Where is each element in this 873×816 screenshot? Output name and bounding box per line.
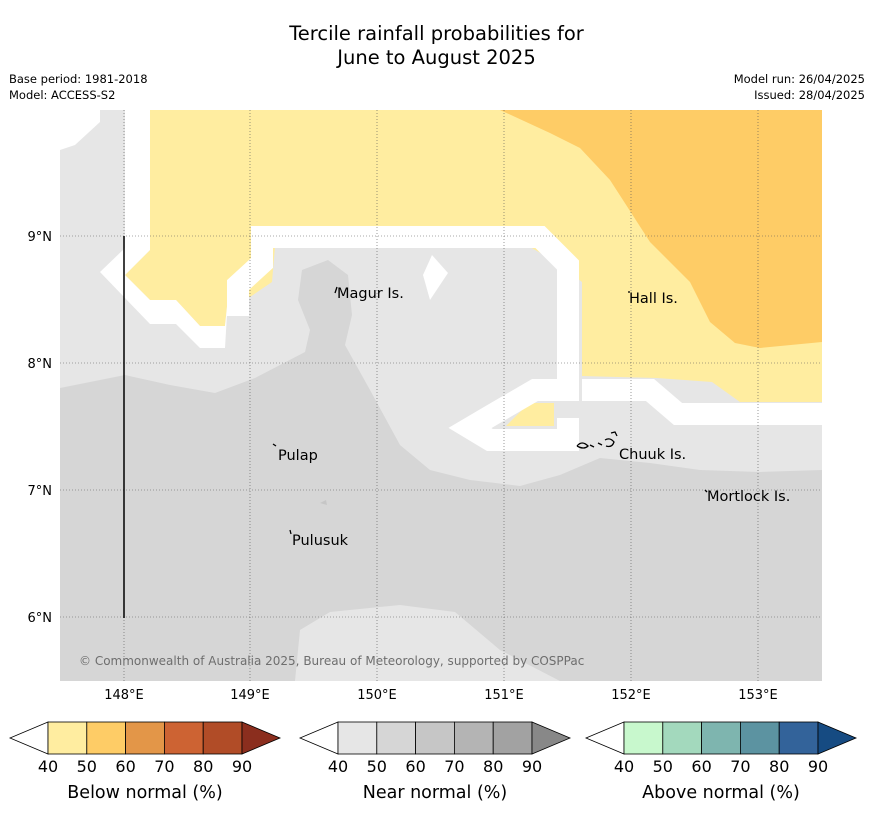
place-label-hall: Hall Is. [629, 291, 678, 307]
white-band-west [100, 248, 228, 348]
colorbar-above-label: Above normal (%) [642, 783, 800, 803]
lon-tick-153e: 153°E [738, 688, 778, 703]
colorbar-below-segment-60 [125, 721, 165, 755]
colorbar-near: 40 50 60 70 80 90 Near normal (%) [298, 721, 572, 803]
longitude-axis: 148°E 149°E 150°E 151°E 152°E 153°E [104, 688, 778, 703]
colorbar-above-tick-50: 50 [653, 757, 673, 776]
colorbar-near-segment-40 [337, 721, 378, 755]
place-label-mortlock: Mortlock Is. [707, 489, 790, 505]
meta-left: Base period: 1981-2018 Model: ACCESS-S2 [9, 71, 148, 103]
colorbar-above-over-arrow [817, 721, 858, 755]
colorbar-near-segment-70 [453, 721, 494, 755]
chuuk-lagoon-islands [576, 431, 618, 449]
lon-tick-152e: 152°E [611, 688, 651, 703]
lon-tick-149e: 149°E [230, 688, 270, 703]
colorbar-below-label: Below normal (%) [67, 783, 222, 803]
meta-right: Model run: 26/04/2025 Issued: 28/04/2025 [734, 71, 865, 103]
colorbar-above-under-arrow [584, 721, 625, 755]
colorbar-below-segment-80 [202, 721, 243, 755]
colorbar-below-over-arrow [241, 721, 282, 755]
model-name: Model: ACCESS-S2 [9, 88, 116, 102]
latitude-axis: 9°N 8°N 7°N 6°N [28, 230, 53, 626]
near-normal-50-60-region [60, 260, 822, 681]
chart-title: Tercile rainfall probabilities for June … [0, 22, 873, 70]
colorbar-near-tick-80: 80 [483, 757, 503, 776]
pulap-island-marker [272, 443, 277, 447]
colorbar-below: 40 50 60 70 80 90 Below normal (%) [8, 721, 282, 803]
colorbar-below-tick-90: 90 [232, 757, 252, 776]
place-label-magur: Magur Is. [337, 286, 404, 302]
colorbar-above-segment-50 [662, 721, 702, 755]
below-normal-50-60-region [500, 110, 822, 348]
colorbar-above-tick-40: 40 [614, 757, 634, 776]
colorbar-above-segment-40 [623, 721, 664, 755]
white-band-north [125, 110, 150, 275]
near-normal-50-60-patch [648, 554, 667, 582]
colorbar-near-tick-70: 70 [444, 757, 464, 776]
issued-date: Issued: 28/04/2025 [754, 88, 865, 102]
lat-tick-9n: 9°N [28, 230, 53, 245]
white-band-northwest [60, 110, 100, 150]
near-normal-small-patch [320, 500, 327, 505]
colorbar-near-over-arrow [531, 721, 572, 755]
colorbar-above-tick-60: 60 [691, 757, 711, 776]
colorbar-above-segment-80 [778, 721, 819, 755]
colorbar-below-segment-50 [86, 721, 127, 755]
colorbar-below-segment-70 [163, 721, 204, 755]
pulusuk-island-marker [289, 529, 292, 535]
colorbar-near-label: Near normal (%) [363, 783, 508, 803]
colorbar-below-tick-50: 50 [77, 757, 97, 776]
model-run: Model run: 26/04/2025 [733, 72, 865, 86]
colorbar-near-segment-50 [376, 721, 416, 755]
white-patch-magur [423, 255, 448, 300]
lat-tick-7n: 7°N [28, 484, 53, 499]
base-period: Base period: 1981-2018 [9, 72, 148, 86]
colorbar-above-tick-90: 90 [808, 757, 828, 776]
island-markers [272, 286, 708, 535]
colorbar-near-tick-50: 50 [367, 757, 387, 776]
colorbar-above: 40 50 60 70 80 90 Above normal (%) [584, 721, 858, 803]
colorbar-above-segment-60 [701, 721, 741, 755]
lat-tick-8n: 8°N [28, 357, 53, 372]
colorbar-above-tick-80: 80 [769, 757, 789, 776]
title-line-2: June to August 2025 [337, 46, 536, 69]
place-label-chuuk: Chuuk Is. [619, 447, 686, 463]
title-line-1: Tercile rainfall probabilities for [289, 22, 584, 45]
colorbar-below-tick-60: 60 [115, 757, 135, 776]
magur-island-marker [334, 286, 338, 294]
mortlock-island-marker [704, 489, 708, 493]
lon-tick-148e: 148°E [104, 688, 144, 703]
white-band-central [227, 226, 579, 451]
lat-tick-6n: 6°N [28, 611, 53, 626]
map-area: Magur Is. Hall Is. Pulap Chuuk Is. Mortl… [60, 110, 822, 681]
colorbar-near-segment-80 [492, 721, 533, 755]
colorbar-above-segment-70 [740, 721, 780, 755]
lon-tick-151e: 151°E [484, 688, 524, 703]
near-normal-50-60-patch-east [806, 553, 822, 585]
white-band-east [582, 379, 822, 425]
colorbar-above-tick-70: 70 [730, 757, 750, 776]
colorbar-near-tick-40: 40 [328, 757, 348, 776]
below-normal-40-50-patch [506, 403, 554, 426]
place-label-pulap: Pulap [278, 448, 318, 464]
colorbar-below-tick-40: 40 [38, 757, 58, 776]
colorbar-below-under-arrow [8, 721, 49, 755]
lon-tick-150e: 150°E [357, 688, 397, 703]
colorbars: 40 50 60 70 80 90 Below normal (%) 40 50 60 70 80 90… [8, 721, 858, 803]
place-label-pulusuk: Pulusuk [292, 533, 349, 549]
colorbar-near-segment-60 [415, 721, 455, 755]
colorbar-below-tick-70: 70 [154, 757, 174, 776]
copyright-notice: © Commonwealth of Australia 2025, Bureau… [79, 654, 584, 668]
colorbar-near-tick-60: 60 [405, 757, 425, 776]
colorbar-near-tick-90: 90 [522, 757, 542, 776]
colorbar-below-tick-80: 80 [193, 757, 213, 776]
colorbar-below-segment-40 [47, 721, 88, 755]
colorbar-near-under-arrow [298, 721, 339, 755]
